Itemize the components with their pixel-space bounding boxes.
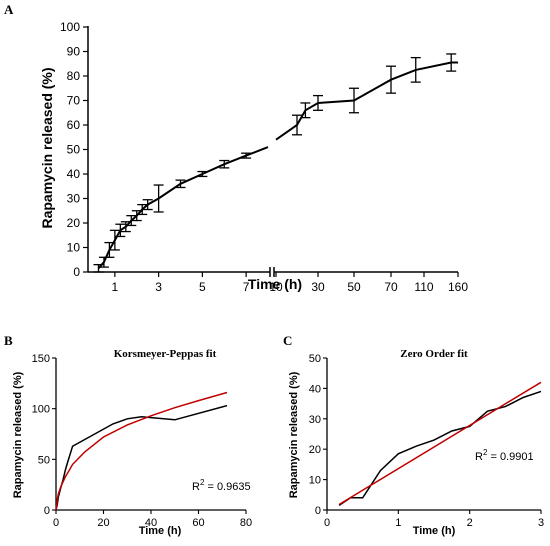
panel-b-chart: Korsmeyer-Peppas fit Rapamycin released … [12,348,252,537]
panel-label-b: B [4,333,13,348]
panel-a-y-axis-label: Rapamycin released (%) [39,67,55,228]
panel-b-y-axis-label: Rapamycin released (%) [12,371,24,498]
panel-a-x-tick-label: 110 [414,280,433,294]
panel-b-x-tick-label: 80 [240,517,252,529]
panel-b-y-tick-label: 100 [32,404,50,416]
panel-c-y-tick-label: 0 [315,505,321,517]
panel-b-x-tick-label: 60 [192,517,204,529]
panel-a-y-tick-label: 60 [67,118,81,132]
panel-a-x-tick-label: 160 [448,280,468,294]
panel-label-a: A [4,2,14,17]
panel-a-y-tick-label: 10 [67,241,81,255]
panel-a-y-tick-label: 80 [67,69,81,83]
panel-a-x-tick-label: 30 [311,280,325,294]
panel-b-x-axis-label: Time (h) [139,525,182,537]
panel-a-y-tick-label: 90 [67,45,81,59]
panel-a-y-tick-label: 70 [67,94,81,108]
panel-c-y-tick-label: 30 [309,414,321,426]
panel-b-y-tick-label: 150 [32,353,50,365]
panel-c-y-tick-label: 10 [309,475,321,487]
panel-a-x-tick-label: 7 [243,280,250,294]
panel-a-y-tick-label: 40 [67,167,81,181]
panel-c-x-tick-label: 3 [538,517,544,529]
panel-b-title: Korsmeyer-Peppas fit [114,348,217,360]
panel-c-x-tick-label: 1 [395,517,401,529]
panel-b-r-squared: R2 = 0.9635 [192,478,251,493]
panel-a-y-tick-label: 0 [73,265,80,279]
panel-b-y-tick-label: 0 [44,505,50,517]
panel-c-y-tick-label: 40 [309,383,321,395]
panel-a-y-tick-label: 100 [60,20,80,34]
panel-c-x-axis-label: Time (h) [413,525,456,537]
panel-a-chart: Rapamycin released (%) Time (h) 0 10 20 30 4… [39,20,468,294]
panel-c-chart: Zero Order fit Rapamycin released (%) Ti… [288,348,544,537]
panel-a-y-tick-label: 50 [67,143,81,157]
panel-a-x-tick-label: 10 [269,280,283,294]
panel-b-observed-line [55,404,228,511]
panel-c-x-tick-label: 0 [324,517,330,529]
panel-a-release-line-segment-2 [275,61,458,141]
panel-c-fit-line [338,381,542,506]
panel-a-y-tick-label: 20 [67,216,81,230]
panel-b-x-tick-label: 0 [53,517,59,529]
panel-c-y-tick-label: 20 [309,444,321,456]
panel-a-x-tick-label: 3 [155,280,162,294]
panel-b-fit-line [55,391,228,511]
panel-a-x-tick-label: 5 [199,280,206,294]
panel-a-x-tick-label: 50 [347,280,361,294]
panel-c-title: Zero Order fit [400,348,468,360]
panel-a-x-axis-label: Time (h) [248,276,302,292]
panel-c-x-tick-label: 2 [467,517,473,529]
panel-b-y-tick-label: 50 [38,454,50,466]
panel-a-x-tick-label: 1 [112,280,119,294]
panel-c-y-tick-label: 50 [309,353,321,365]
panel-a-y-tick-label: 30 [67,192,81,206]
panel-b-x-tick-label: 20 [97,517,109,529]
panel-label-c: C [283,333,292,348]
panel-c-observed-line [338,390,542,507]
panel-c-r-squared: R2 = 0.9901 [475,448,534,463]
panel-a-release-line-segment-1 [97,146,269,269]
panel-c-y-axis-label: Rapamycin released (%) [288,371,300,498]
panel-a-x-tick-label: 70 [384,280,398,294]
panel-b-x-tick-label: 40 [145,517,157,529]
